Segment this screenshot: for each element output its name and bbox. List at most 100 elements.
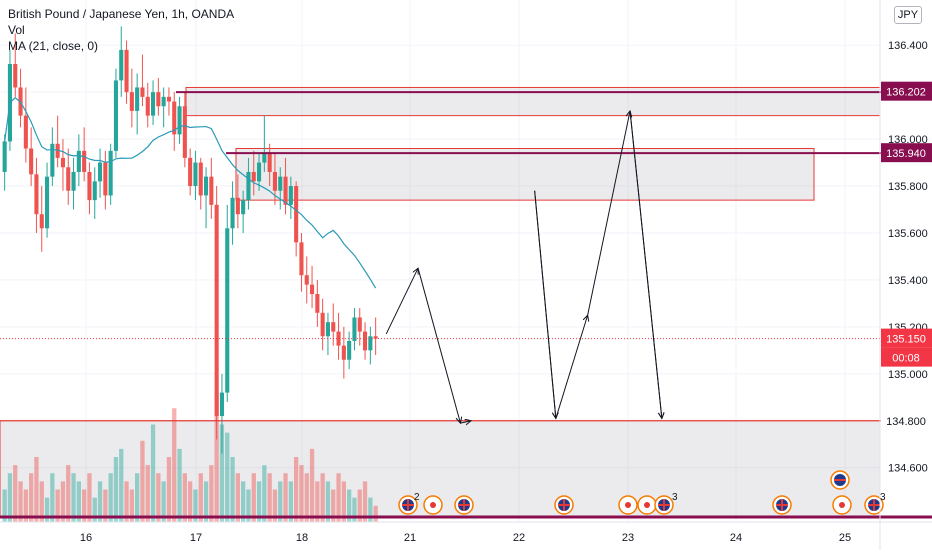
economic-event-icon <box>618 495 638 515</box>
volume-bar <box>309 448 315 522</box>
candle-body <box>50 143 55 177</box>
candle-body <box>177 106 182 135</box>
candle-body <box>341 345 346 360</box>
volume-bar <box>368 497 373 522</box>
volume-bar <box>18 481 23 522</box>
candle-body <box>13 63 18 88</box>
volume-bar <box>256 481 262 522</box>
volume-bar <box>320 473 325 522</box>
candle-body <box>241 200 246 215</box>
candle-body <box>55 143 60 158</box>
volume-bar <box>262 465 267 522</box>
volume-bar <box>50 473 55 522</box>
candle-body <box>368 336 373 351</box>
candle-body <box>66 167 71 191</box>
candle-body <box>156 92 161 107</box>
volume-bar <box>66 465 71 522</box>
volume-bar <box>182 473 187 522</box>
ma-label: MA (21, close, 0) <box>8 39 99 53</box>
zone-box <box>235 147 815 201</box>
projection-segment <box>460 421 471 423</box>
volume-bar <box>76 481 81 522</box>
price-tag-label: 135.150 <box>886 334 926 346</box>
candle-body <box>151 92 156 116</box>
candle-body <box>352 317 357 341</box>
candle-body <box>251 171 256 182</box>
candle-body <box>60 157 65 168</box>
economic-event-icon <box>832 495 852 515</box>
volume-bar <box>225 432 230 522</box>
volume-bar <box>13 465 18 522</box>
currency-button[interactable]: JPY <box>894 6 922 24</box>
volume-bar <box>294 457 299 522</box>
volume-bar <box>272 489 278 522</box>
candle-body <box>347 340 352 360</box>
candle-body <box>288 186 293 205</box>
candle-body <box>209 176 214 205</box>
candle-body <box>193 162 198 187</box>
volume-bar <box>60 481 66 522</box>
horizontal-lines <box>0 91 932 519</box>
volume-bar <box>331 489 336 522</box>
volume-bar <box>267 473 272 522</box>
candle-body <box>145 96 150 116</box>
volume-bar <box>44 497 50 522</box>
volume-bar <box>336 473 341 522</box>
event-count-label: 2 <box>414 492 420 503</box>
candle-body <box>166 96 171 102</box>
x-tick-label: 24 <box>730 532 742 544</box>
volume-bar <box>119 448 124 522</box>
candles <box>2 26 378 454</box>
ma-line <box>4 96 377 289</box>
volume-bar <box>352 497 357 522</box>
volume-bar <box>140 440 145 522</box>
uk-flag-icon <box>554 495 574 515</box>
volume-bar <box>373 505 378 522</box>
volume-bar <box>129 489 134 522</box>
candle-body <box>304 275 309 285</box>
candle-body <box>87 171 92 201</box>
candle-body <box>299 242 304 276</box>
moving-average <box>4 96 377 289</box>
projection-segment <box>629 110 662 418</box>
uk-flag-icon <box>830 470 850 490</box>
x-tick-label: 17 <box>190 532 202 544</box>
candle-body <box>161 96 166 107</box>
x-tick-label: 16 <box>80 532 92 544</box>
candle-body <box>172 101 177 135</box>
uk-flag-icon <box>772 495 792 515</box>
volume-bar <box>325 481 331 522</box>
candle-body <box>363 331 368 351</box>
projection-segment <box>555 315 588 419</box>
volume-bar <box>7 473 13 522</box>
candle-body <box>23 115 28 149</box>
candle-body <box>310 284 315 295</box>
price-tag <box>881 410 932 430</box>
candle-body <box>103 162 108 196</box>
candle-body <box>315 294 320 313</box>
candle-body <box>357 317 362 332</box>
y-tick-label: 136.400 <box>888 40 928 52</box>
price-tag-label: 135.940 <box>886 148 926 160</box>
volume-bar <box>150 424 156 522</box>
candle-body <box>29 148 34 175</box>
volume-bar <box>203 481 209 522</box>
vol-label: Vol <box>8 23 25 37</box>
volume-bar <box>55 489 60 522</box>
volume-bar <box>39 481 44 522</box>
candle-body <box>257 162 262 182</box>
volume-bar <box>283 473 288 522</box>
volume-bar <box>241 481 246 522</box>
uk-flag-icon <box>454 495 474 515</box>
volume-bar <box>87 473 92 522</box>
candle-body <box>235 197 240 215</box>
x-tick-label: 25 <box>839 532 851 544</box>
volume-bar <box>235 473 240 522</box>
candle-body <box>283 176 288 205</box>
volume-bar <box>299 465 304 522</box>
candle-body <box>108 150 113 196</box>
y-tick-label: 135.600 <box>888 228 928 240</box>
